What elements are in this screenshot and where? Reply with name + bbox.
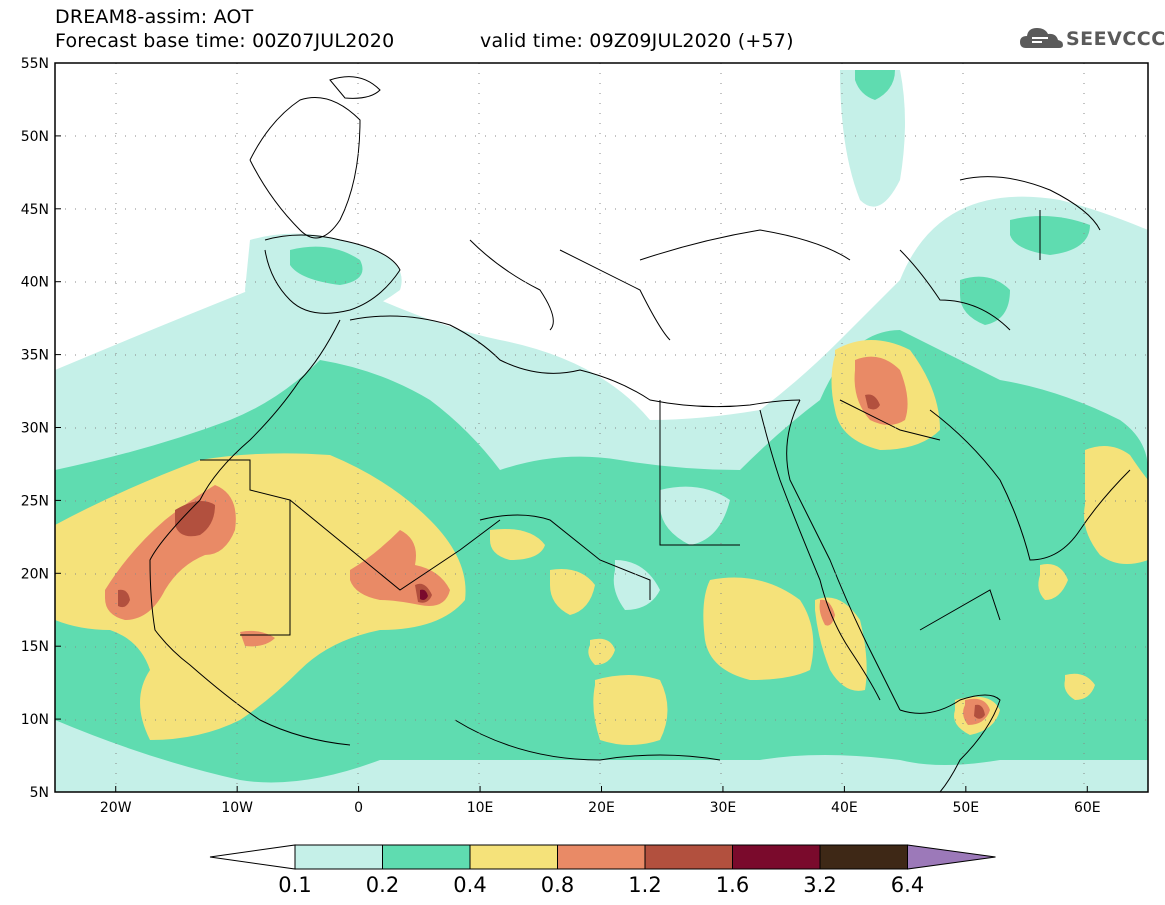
lon-label: 20W — [100, 800, 132, 816]
lon-label: 20E — [588, 800, 615, 816]
color-legend: 0.1 0.2 0.4 0.8 1.2 1.6 3.2 6.4 — [209, 844, 996, 897]
legend-swatch — [732, 844, 821, 870]
lon-label: 10W — [221, 800, 253, 816]
aot-field — [55, 70, 1148, 792]
legend-swatch — [469, 844, 558, 870]
legend-level-label: 1.6 — [716, 873, 749, 897]
lat-label: 50N — [21, 129, 49, 145]
legend-level-label: 1.2 — [628, 873, 661, 897]
legend-level-label: 0.2 — [366, 873, 399, 897]
lat-label: 20N — [21, 566, 49, 582]
seevccc-logo: SEEVCCC — [1066, 28, 1165, 50]
legend-arrow-high — [907, 844, 996, 870]
lon-label: 30E — [710, 800, 737, 816]
lat-label: 25N — [21, 493, 49, 509]
lon-label: 40E — [831, 800, 858, 816]
coastlines — [149, 76, 1131, 792]
legend-level-label: 0.8 — [541, 873, 574, 897]
valid-time: valid time: 09Z09JUL2020 (+57) — [480, 30, 794, 52]
lat-label: 55N — [21, 56, 49, 72]
longitude-labels: 20W 10W 0 10E 20E 30E 40E 50E 60E — [100, 786, 1101, 816]
lon-label: 10E — [467, 800, 494, 816]
legend-swatch — [557, 844, 646, 870]
forecast-base-time: Forecast base time: 00Z07JUL2020 — [55, 30, 395, 52]
legend-level-label: 3.2 — [803, 873, 836, 897]
legend-level-label: 6.4 — [891, 873, 924, 897]
chart-title: DREAM8-assim: AOT — [55, 6, 254, 28]
lon-label: 50E — [952, 800, 979, 816]
lon-label: 0 — [354, 800, 363, 816]
lat-label: 10N — [21, 712, 49, 728]
lat-label: 5N — [30, 785, 49, 801]
lat-label: 35N — [21, 348, 49, 364]
latitude-labels: 55N 50N 45N 40N 35N 30N 25N 20N 15N 10N 5N — [21, 56, 61, 801]
legend-swatch — [294, 844, 383, 870]
lon-label: 60E — [1074, 800, 1101, 816]
legend-swatch — [644, 844, 733, 870]
legend-swatch — [819, 844, 908, 870]
lat-label: 40N — [21, 275, 49, 291]
legend-swatch — [382, 844, 471, 870]
legend-arrow-low — [209, 844, 296, 870]
lat-label: 45N — [21, 202, 49, 218]
lat-label: 30N — [21, 421, 49, 437]
cloud-logo-icon — [1020, 28, 1063, 48]
lat-label: 15N — [21, 639, 49, 655]
graticule — [55, 63, 1148, 792]
legend-level-label: 0.4 — [453, 873, 486, 897]
legend-level-label: 0.1 — [278, 873, 311, 897]
